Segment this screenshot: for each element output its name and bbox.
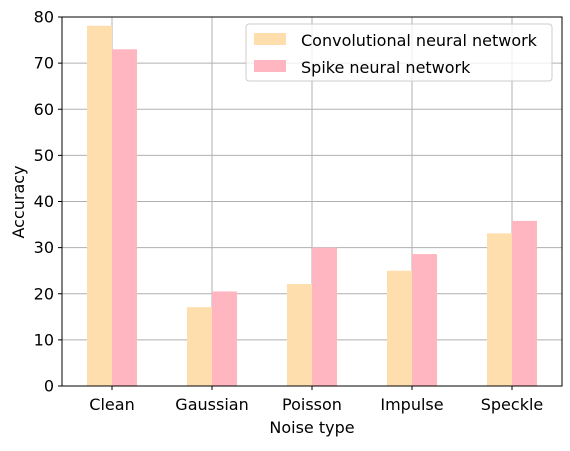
- y-tick-label: 60: [34, 100, 54, 119]
- legend-label-snn: Spike neural network: [301, 58, 471, 77]
- x-tick-label: Impulse: [380, 395, 443, 414]
- bar-snn-clean: [112, 49, 137, 386]
- y-tick-label: 20: [34, 284, 54, 303]
- legend-swatch-cnn: [254, 33, 286, 45]
- y-tick-label: 0: [44, 377, 54, 396]
- y-axis-label: Accuracy: [9, 165, 28, 238]
- y-tick-label: 50: [34, 146, 54, 165]
- bar-snn-poisson: [312, 247, 337, 386]
- bar-snn-impulse: [412, 254, 437, 386]
- y-tick-label: 30: [34, 238, 54, 257]
- bar-cnn-speckle: [487, 233, 512, 386]
- x-tick-label: Poisson: [282, 395, 342, 414]
- bar-snn-speckle: [512, 220, 537, 386]
- y-axis: 0 10 20 30 40 50 60 70 80: [34, 8, 62, 396]
- bar-cnn-gaussian: [187, 307, 212, 386]
- legend-box: [245, 23, 553, 82]
- x-axis: Clean Gaussian Poisson Impulse Speckle: [89, 386, 543, 414]
- bars: [87, 25, 537, 386]
- x-axis-label: Noise type: [269, 418, 354, 437]
- x-tick-label: Speckle: [481, 395, 544, 414]
- bar-snn-gaussian: [212, 291, 237, 386]
- x-tick-label: Gaussian: [175, 395, 248, 414]
- bar-cnn-impulse: [387, 270, 412, 386]
- y-tick-label: 10: [34, 330, 54, 349]
- y-tick-label: 40: [34, 192, 54, 211]
- legend-swatch-snn: [254, 60, 286, 72]
- legend-label-cnn: Convolutional neural network: [301, 31, 538, 50]
- legend: Convolutional neural network Spike neura…: [245, 23, 553, 82]
- y-tick-label: 80: [34, 8, 54, 27]
- y-tick-label: 70: [34, 54, 54, 73]
- x-tick-label: Clean: [89, 395, 134, 414]
- bar-cnn-clean: [87, 25, 112, 386]
- bar-cnn-poisson: [287, 284, 312, 386]
